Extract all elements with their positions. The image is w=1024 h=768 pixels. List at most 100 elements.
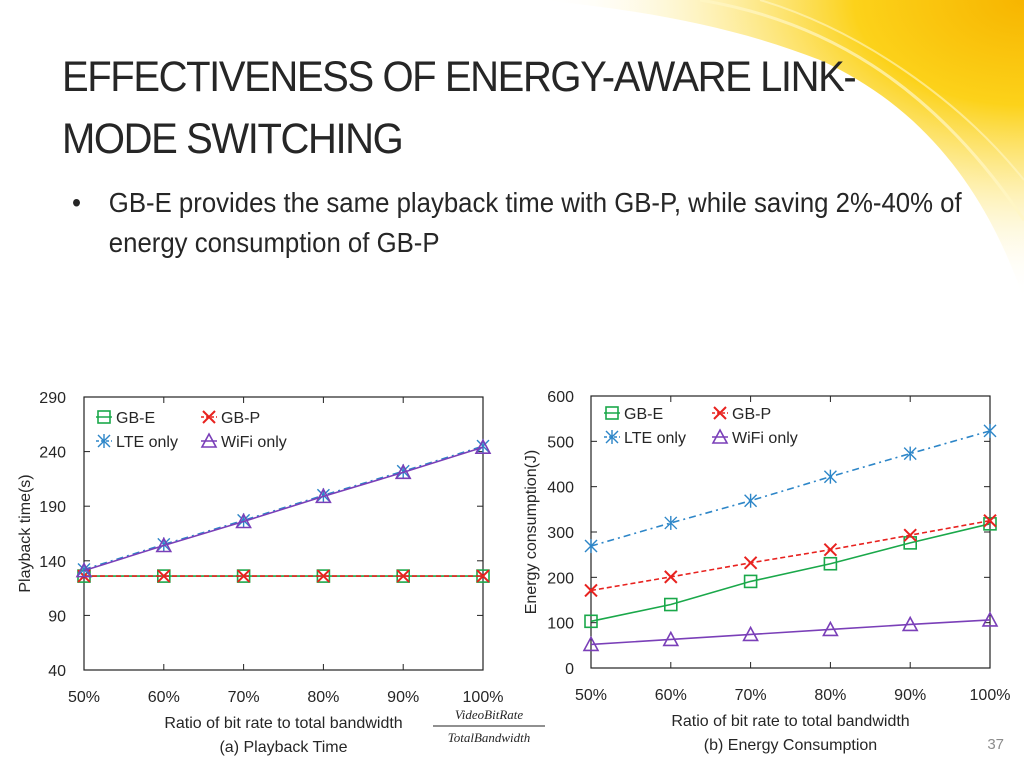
- data-point-gbp: [396, 569, 410, 583]
- data-point-gbp: [983, 513, 997, 528]
- x-tick-label: 60%: [148, 689, 180, 706]
- legend-item-gbp: GB-P: [201, 410, 260, 427]
- formula-denominator: TotalBandwidth: [448, 730, 531, 745]
- data-point-gbp: [903, 528, 917, 542]
- series-line-lte: [83, 445, 484, 571]
- data-point-lte: [983, 423, 997, 438]
- x-tick-label: 60%: [655, 687, 687, 704]
- ratio-formula: VideoBitRate TotalBandwidth: [433, 707, 545, 745]
- x-axis-label: Ratio of bit rate to total bandwidth: [164, 715, 402, 732]
- y-tick-label: 500: [547, 434, 574, 451]
- legend-label: LTE only: [624, 430, 686, 447]
- bullet-text: GB-E provides the same playback time wit…: [108, 187, 962, 258]
- data-point-lte: [823, 469, 837, 484]
- data-point-wifi: [315, 487, 332, 504]
- x-tick-label: 100%: [970, 687, 1011, 704]
- series-gbp: [77, 569, 490, 583]
- data-point-gbp: [584, 583, 598, 598]
- data-point-wifi: [474, 438, 492, 455]
- legend: GB-E GB-P LTE only WiFi only: [604, 406, 798, 447]
- data-point-gbp: [316, 569, 331, 583]
- y-tick-label: 600: [547, 389, 574, 406]
- legend-item-lte: LTE only: [96, 434, 178, 451]
- slide-title-line-2: MODE SWITCHING: [62, 115, 404, 163]
- y-tick-label: 90: [48, 608, 66, 625]
- x-tick-label: 90%: [387, 689, 419, 706]
- y-tick-label: 140: [39, 554, 66, 571]
- legend-item-wifi: WiFi only: [200, 432, 287, 451]
- y-tick-label: 300: [547, 525, 574, 542]
- y-tick-label: 290: [39, 390, 66, 407]
- legend-label: WiFi only: [732, 430, 798, 447]
- data-point-gbp: [743, 556, 758, 570]
- y-axis-label: Energy consumption(J): [523, 450, 540, 615]
- y-tick-label: 0: [565, 661, 574, 678]
- data-point-gbe: [823, 556, 838, 571]
- legend-label: GB-P: [221, 410, 260, 427]
- x-tick-label: 50%: [68, 689, 100, 706]
- legend-label: LTE only: [116, 434, 178, 451]
- data-point-gbe: [983, 517, 997, 531]
- x-tick-label: 50%: [575, 687, 607, 704]
- series-wifi: [582, 611, 999, 652]
- data-point-gbp: [236, 569, 251, 583]
- data-point-wifi: [981, 611, 999, 627]
- data-point-lte: [664, 515, 678, 530]
- y-tick-label: 40: [48, 663, 66, 680]
- y-tick-label: 190: [39, 499, 66, 516]
- legend-item-gbe: GB-E: [96, 410, 155, 427]
- data-point-gbp: [664, 570, 678, 584]
- x-tick-label: 80%: [307, 689, 339, 706]
- data-point-gbe: [663, 597, 678, 612]
- legend-marker-gbp-icon: [202, 410, 216, 424]
- data-point-gbe: [743, 574, 758, 589]
- series-line-lte: [590, 430, 991, 547]
- data-point-wifi: [155, 536, 173, 553]
- data-point-wifi: [75, 561, 93, 578]
- y-tick-label: 240: [39, 445, 66, 462]
- data-point-gbp: [157, 569, 171, 583]
- page-number: 37: [987, 736, 1004, 753]
- legend-label: WiFi only: [221, 434, 287, 451]
- legend-marker-wifi-icon: [711, 428, 729, 444]
- data-point-wifi: [394, 463, 412, 480]
- legend-marker-gbe-icon: [97, 410, 111, 424]
- x-tick-label: 80%: [814, 687, 846, 704]
- legend-label: GB-P: [732, 406, 771, 423]
- series-line-wifi: [83, 446, 484, 572]
- chart-playback-time: 40 90 140 190 240 290 50% 60% 70% 80% 90% 100% Playb…: [17, 390, 545, 756]
- data-point-wifi: [901, 615, 919, 632]
- y-axis-label: Playback time(s): [17, 474, 34, 592]
- formula-numerator: VideoBitRate: [455, 707, 524, 722]
- series-gbp: [584, 513, 997, 598]
- y-tick-label: 100: [547, 616, 574, 633]
- series-line-wifi: [590, 619, 991, 646]
- legend-label: GB-E: [116, 410, 155, 427]
- slide-title-line-1: EFFECTIVENESS OF ENERGY-AWARE LINK-: [62, 53, 857, 101]
- series-line-gbp: [590, 519, 991, 592]
- legend: GB-E GB-P LTE only WiFi only: [96, 410, 287, 451]
- data-point-gbp: [476, 569, 490, 583]
- legend-item-gbp: GB-P: [712, 406, 771, 423]
- series-line-gbe: [590, 523, 991, 623]
- data-point-lte: [903, 446, 917, 461]
- chart-energy-consumption: 0 100 200 300 400 500 600 50% 60% 70% 80% 90% 100% En…: [523, 389, 1010, 754]
- series-lte: [77, 439, 490, 577]
- x-axis-label: Ratio of bit rate to total bandwidth: [671, 713, 909, 730]
- legend-marker-lte-icon: [605, 430, 619, 444]
- x-tick-label: 100%: [463, 689, 504, 706]
- series-gbe: [77, 569, 490, 583]
- y-tick-label: 400: [547, 480, 574, 497]
- chart-caption: (b) Energy Consumption: [704, 737, 877, 754]
- legend-marker-gbe-icon: [605, 406, 619, 420]
- series-wifi: [75, 438, 492, 578]
- data-point-gbp: [823, 542, 838, 557]
- legend-label: GB-E: [624, 406, 663, 423]
- data-point-lte: [744, 493, 758, 508]
- x-tick-label: 70%: [228, 689, 260, 706]
- plot-frame: [83, 396, 484, 671]
- y-tick-label: 200: [547, 570, 574, 587]
- bullet-dot-icon: •: [72, 187, 82, 218]
- data-point-gbe: [903, 536, 918, 550]
